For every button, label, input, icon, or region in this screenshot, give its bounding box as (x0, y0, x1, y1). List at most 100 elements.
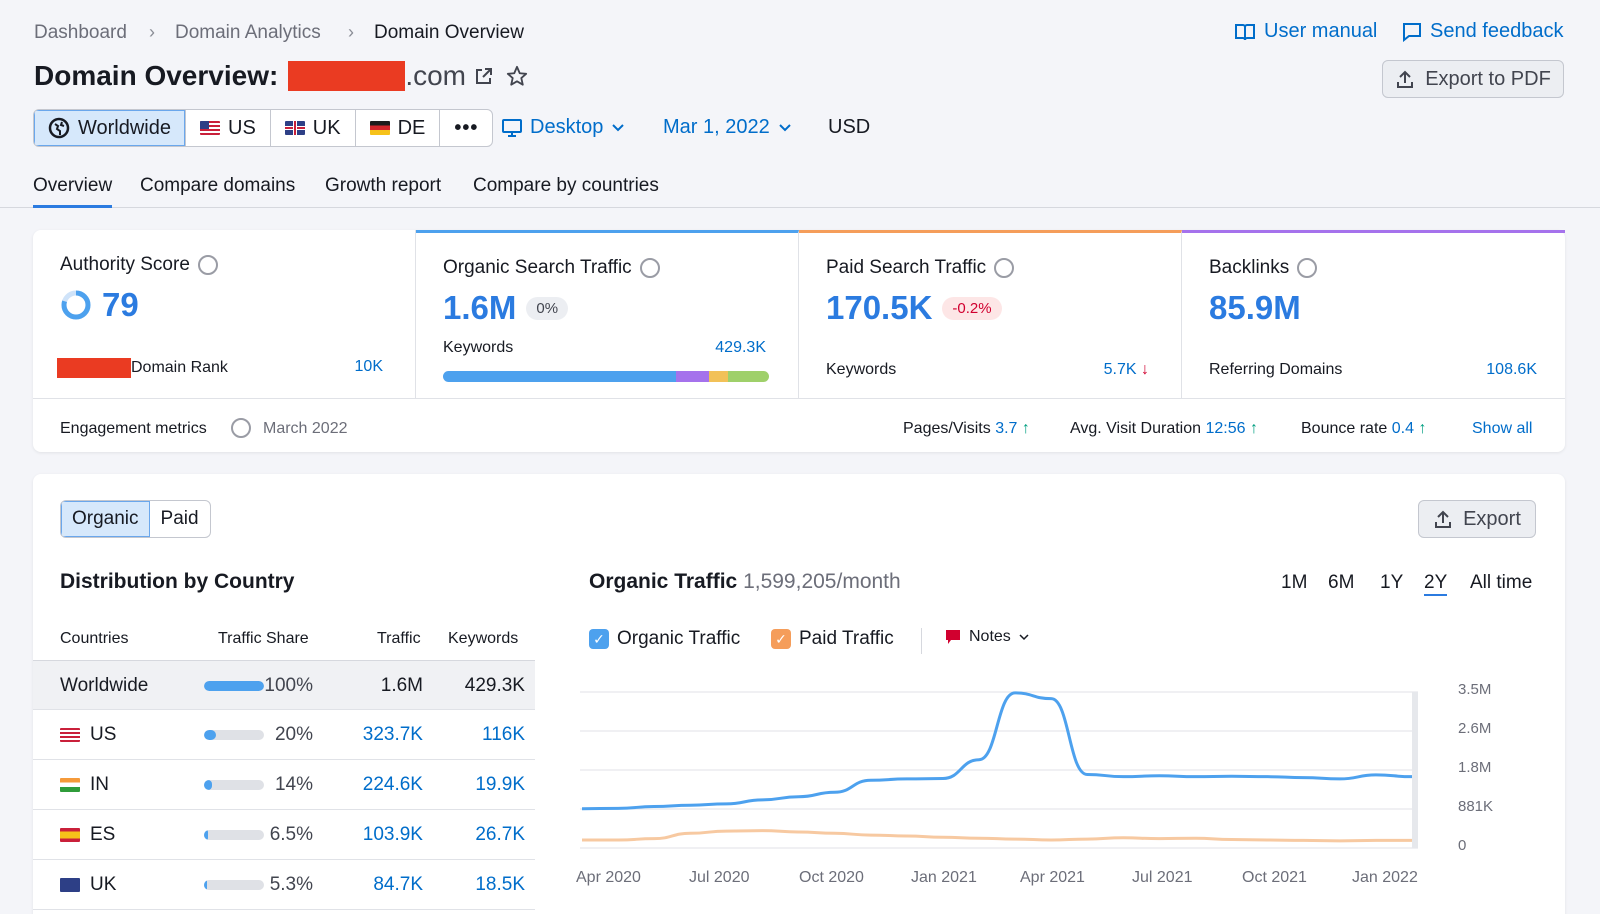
country-name: Worldwide (60, 675, 149, 696)
legend-paid[interactable]: ✓ Paid Traffic (771, 628, 894, 650)
visit-duration-metric: Avg. Visit Duration 12:56 ↑ (1070, 420, 1258, 438)
country-name[interactable]: IN (90, 774, 109, 795)
organic-change-badge: 0% (526, 296, 569, 320)
device-label: Desktop (530, 116, 604, 138)
country-name[interactable]: UK (90, 874, 117, 895)
breadcrumb-dashboard[interactable]: Dashboard (34, 22, 127, 43)
series-line-organic-traffic[interactable] (581, 691, 1413, 811)
traffic-value[interactable]: 323.7K (362, 724, 423, 745)
tab-compare-by-countries[interactable]: Compare by countries (473, 175, 659, 196)
device-dropdown[interactable]: Desktop (502, 116, 625, 139)
chevron-down-icon (612, 123, 625, 131)
paid-traffic-value[interactable]: 170.5K -0.2% (826, 289, 1002, 327)
tab-growth-report[interactable]: Growth report (325, 175, 442, 196)
table-row[interactable]: IN 14% 224.6K 19.9K (33, 760, 535, 810)
paid-keywords-label: Keywords (826, 361, 897, 378)
checkbox-checked-icon: ✓ (589, 629, 609, 649)
uk-flag-icon (60, 878, 80, 892)
checkbox-checked-icon: ✓ (771, 629, 791, 649)
table-row[interactable]: ES 6.5% 103.9K 26.7K (33, 810, 535, 860)
chevron-right-icon: › (149, 22, 155, 42)
bounce-rate-label: Bounce rate (1301, 420, 1388, 437)
col-countries[interactable]: Countries (60, 630, 129, 647)
show-all-link[interactable]: Show all (1472, 420, 1533, 437)
export-button[interactable]: Export (1418, 500, 1536, 538)
col-traffic[interactable]: Traffic (377, 630, 421, 647)
col-keywords[interactable]: Keywords (448, 630, 519, 647)
authority-score-value[interactable]: 79 (60, 286, 139, 324)
arrow-up-icon: ↑ (1418, 420, 1427, 437)
visit-duration-label: Avg. Visit Duration (1070, 420, 1202, 437)
domain-rank-value[interactable]: 10K (354, 358, 383, 375)
arrow-up-icon: ↑ (1249, 420, 1258, 437)
keywords-value[interactable]: 116K (482, 724, 525, 745)
tab-overview[interactable]: Overview (33, 175, 113, 208)
range-2y[interactable]: 2Y (1424, 572, 1448, 596)
tab-compare-domains[interactable]: Compare domains (140, 175, 296, 196)
arrow-up-icon: ↑ (1021, 420, 1030, 437)
traffic-value[interactable]: 84.7K (373, 874, 423, 895)
range-1y[interactable]: 1Y (1380, 572, 1404, 593)
breadcrumb-current: Domain Overview (374, 22, 524, 43)
organic-traffic-label: Organic Search Traffic (443, 257, 660, 279)
keyword-distribution-bar[interactable] (443, 371, 769, 382)
uk-flag-icon (284, 121, 305, 135)
referring-domains-value[interactable]: 108.6K (1486, 361, 1537, 378)
export-pdf-button[interactable]: Export to PDF (1382, 60, 1564, 98)
traffic-value[interactable]: 103.9K (362, 824, 423, 845)
region-uk[interactable]: UK (271, 110, 356, 146)
region-de[interactable]: DE (356, 110, 441, 146)
y-tick-label: 3.5M (1458, 681, 1492, 698)
globe-icon (231, 418, 251, 438)
star-icon[interactable] (506, 65, 528, 87)
country-name[interactable]: ES (90, 824, 116, 845)
traffic-share-bar (204, 880, 264, 890)
legend-organic-label: Organic Traffic (617, 628, 741, 649)
country-name[interactable]: US (90, 724, 117, 745)
legend-organic[interactable]: ✓ Organic Traffic (589, 628, 740, 650)
region-worldwide[interactable]: Worldwide (34, 110, 186, 146)
send-feedback-link[interactable]: Send feedback (1402, 20, 1563, 43)
book-icon (1235, 23, 1255, 40)
toggle-organic[interactable]: Organic (61, 501, 150, 537)
toggle-paid[interactable]: Paid (160, 508, 199, 529)
col-traffic-share[interactable]: Traffic Share (218, 630, 309, 647)
domain-rank-label: Domain Rank (131, 359, 228, 376)
more-regions-button[interactable]: ••• (440, 110, 492, 146)
table-row[interactable]: UK 5.3% 84.7K 18.5K (33, 860, 535, 910)
region-us[interactable]: US (186, 110, 271, 146)
paid-keywords-value[interactable]: 5.7K ↓ (1104, 361, 1149, 379)
traffic-share-value: 5.3% (269, 874, 313, 895)
paid-label-text: Paid Search Traffic (826, 257, 987, 278)
range-6m[interactable]: 6M (1328, 572, 1355, 593)
keywords-value[interactable]: 26.7K (475, 824, 525, 845)
traffic-value[interactable]: 224.6K (362, 774, 423, 795)
in-flag-icon (60, 778, 80, 792)
series-line-paid-traffic[interactable] (581, 829, 1412, 843)
redacted-block (57, 358, 131, 378)
organic-traffic-value[interactable]: 1.6M 0% (443, 289, 569, 327)
chevron-down-icon (779, 123, 791, 131)
keywords-value[interactable]: 19.9K (475, 774, 525, 795)
backlinks-value-text: 85.9M (1209, 289, 1301, 326)
range-all-time[interactable]: All time (1470, 572, 1533, 593)
organic-value-text: 1.6M (443, 289, 517, 326)
date-dropdown[interactable]: Mar 1, 2022 (663, 116, 792, 139)
user-manual-link[interactable]: User manual (1234, 20, 1377, 43)
traffic-line-chart[interactable] (580, 680, 1460, 860)
keywords-value[interactable]: 18.5K (475, 874, 525, 895)
range-1m[interactable]: 1M (1281, 572, 1308, 593)
summary-card: Authority Score 79 Domain Rank 10K Organ… (33, 230, 1565, 452)
notes-dropdown[interactable]: Notes (945, 628, 1029, 646)
breadcrumb-domain-analytics[interactable]: Domain Analytics (175, 22, 321, 43)
organic-keywords-value[interactable]: 429.3K (715, 339, 766, 356)
table-row[interactable]: US 20% 323.7K 116K (33, 710, 535, 760)
globe-icon (48, 117, 70, 139)
pages-visits-metric: Pages/Visits 3.7 ↑ (903, 420, 1030, 438)
external-link-icon[interactable] (474, 66, 494, 86)
backlinks-value[interactable]: 85.9M (1209, 289, 1301, 327)
table-row[interactable]: Worldwide 100% 1.6M 429.3K (33, 660, 535, 710)
x-tick-label: Oct 2021 (1242, 869, 1307, 886)
authority-score-metric: Authority Score 79 Domain Rank 10K (33, 230, 416, 398)
upload-icon (1435, 510, 1452, 528)
